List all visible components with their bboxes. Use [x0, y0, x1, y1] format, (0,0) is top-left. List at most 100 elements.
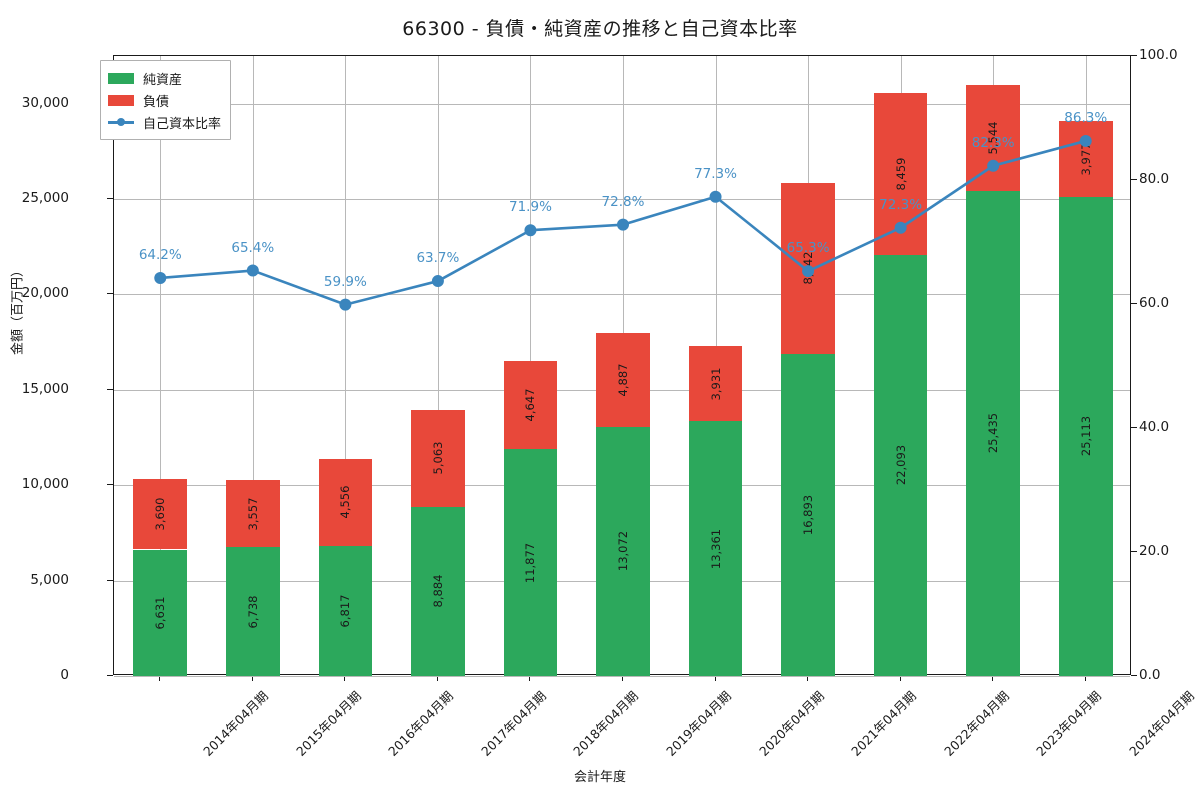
- bar-segment-equity[interactable]: [873, 254, 928, 676]
- gridline-vertical: [437, 56, 439, 674]
- y-axis-left-tick-mark: [107, 579, 113, 581]
- y-axis-left-tick: 15,000: [21, 380, 69, 397]
- bar-segment-liability[interactable]: [1058, 121, 1113, 197]
- bar-segment-equity[interactable]: [411, 506, 465, 676]
- ratio-value-label: 72.3%: [879, 196, 923, 213]
- y-axis-right-tick: 0.0: [1139, 667, 1161, 683]
- bar-segment-equity[interactable]: [688, 421, 743, 676]
- bar-segment-liability[interactable]: [411, 409, 465, 507]
- chart-legend: 純資産 負債 自己資本比率: [100, 60, 232, 140]
- x-axis-tick-mark: [992, 675, 994, 681]
- ratio-data-point[interactable]: [339, 298, 352, 311]
- bar-segment-liability[interactable]: [225, 479, 280, 548]
- x-axis-tick-mark: [159, 675, 161, 681]
- ratio-data-point[interactable]: [617, 218, 629, 231]
- x-axis-tick-label: 2022年04月期: [940, 688, 1012, 759]
- plot-area: 6,631 3,690 6,738 3,557 6,817 4,556 8,884 5,063…: [113, 55, 1131, 677]
- x-axis-tick-mark: [1084, 675, 1086, 681]
- y-axis-left-tick: 30,000: [21, 94, 69, 111]
- ratio-data-point[interactable]: [709, 190, 722, 203]
- ratio-data-point[interactable]: [154, 271, 167, 284]
- y-axis-right-tick-mark: [1131, 551, 1137, 552]
- x-axis-tick-label: 2024年04月期: [1125, 688, 1197, 759]
- x-axis-tick-label: 2020年04月期: [755, 688, 827, 759]
- ratio-value-label: 63.7%: [416, 250, 460, 267]
- bar-segment-liability[interactable]: [596, 333, 650, 427]
- y-axis-right-tick-mark: [1131, 303, 1137, 304]
- ratio-value-label: 72.8%: [601, 193, 645, 210]
- y-axis-right-tick-mark: [1131, 179, 1137, 180]
- x-axis-tick-mark: [714, 675, 716, 681]
- legend-item-equity: 純資産: [108, 67, 221, 89]
- y-axis-right-tick: 80.0: [1139, 171, 1170, 187]
- ratio-data-point[interactable]: [802, 265, 815, 278]
- legend-swatch-equity: [108, 72, 134, 84]
- gridline-horizontal: [114, 676, 1130, 677]
- ratio-data-point[interactable]: [431, 275, 444, 288]
- gridline-vertical: [160, 56, 162, 674]
- ratio-value-label: 59.9%: [323, 273, 367, 290]
- x-axis-tick-mark: [622, 675, 623, 681]
- bar-segment-equity[interactable]: [781, 353, 835, 676]
- y-axis-right-tick-mark: [1131, 427, 1137, 428]
- bar-segment-liability[interactable]: [133, 479, 188, 550]
- x-axis-tick-label: 2021年04月期: [848, 688, 920, 759]
- y-axis-right-tick: 100.0: [1139, 47, 1178, 63]
- gridline-horizontal: [114, 103, 1130, 105]
- legend-label-equity-ratio: 自己資本比率: [143, 116, 222, 132]
- x-axis-tick-mark: [807, 675, 809, 681]
- y-axis-left-label: 金額（百万円）: [10, 264, 26, 356]
- chart-title: 66300 - 負債・純資産の推移と自己資本比率: [402, 18, 798, 40]
- legend-item-equity-ratio: 自己資本比率: [108, 111, 221, 133]
- ratio-value-label: 82.3%: [971, 134, 1015, 151]
- x-axis-tick-label: 2018年04月期: [570, 688, 642, 759]
- bar-segment-equity[interactable]: [318, 545, 373, 676]
- x-axis-tick-label: 2014年04月期: [200, 688, 272, 759]
- y-axis-left-tick: 10,000: [21, 476, 69, 493]
- x-axis-label: 会計年度: [573, 770, 626, 785]
- y-axis-left-tick-mark: [107, 198, 113, 200]
- gridline-horizontal: [114, 199, 1130, 201]
- gridline-horizontal: [114, 294, 1130, 296]
- legend-item-liability: 負債: [108, 89, 221, 111]
- bar-segment-equity[interactable]: [966, 190, 1020, 676]
- ratio-value-label: 71.9%: [509, 199, 552, 216]
- y-axis-right-tick: 60.0: [1139, 295, 1170, 311]
- x-axis-tick-mark: [436, 675, 438, 681]
- y-axis-right-tick-mark: [1131, 55, 1137, 56]
- legend-swatch-liability: [108, 94, 134, 106]
- ratio-value-label: 86.3%: [1064, 109, 1108, 126]
- ratio-line-series: [154, 134, 1092, 311]
- x-axis-tick-label: 2019年04月期: [663, 688, 734, 759]
- x-axis-tick-mark: [529, 675, 531, 681]
- bar-segment-equity[interactable]: [1058, 196, 1113, 676]
- x-axis-tick-mark: [251, 675, 253, 681]
- y-axis-left-tick-mark: [107, 484, 113, 486]
- y-axis-left-tick: 0: [60, 667, 69, 683]
- bar-segment-equity[interactable]: [133, 549, 188, 676]
- bar-segment-liability[interactable]: [318, 459, 373, 546]
- bar-segment-liability[interactable]: [966, 85, 1020, 191]
- ratio-data-point[interactable]: [524, 224, 537, 237]
- y-axis-right-tick: 40.0: [1139, 419, 1170, 435]
- ratio-data-point[interactable]: [894, 221, 907, 234]
- x-axis-tick-label: 2015年04月期: [292, 688, 364, 759]
- y-axis-left-tick: 20,000: [21, 285, 69, 302]
- bar-segment-liability[interactable]: [503, 360, 558, 450]
- legend-label-equity: 純資産: [143, 72, 183, 88]
- y-axis-left-tick: 5,000: [30, 571, 69, 588]
- ratio-data-point[interactable]: [246, 264, 259, 277]
- gridline-vertical: [252, 56, 254, 674]
- x-axis-tick-label: 2023年04月期: [1033, 688, 1105, 759]
- ratio-data-point[interactable]: [1079, 134, 1092, 147]
- y-axis-left-tick-mark: [107, 388, 113, 390]
- ratio-data-point[interactable]: [987, 159, 1000, 172]
- bar-segment-equity[interactable]: [503, 449, 558, 676]
- bar-segment-equity[interactable]: [225, 547, 280, 676]
- legend-label-liability: 負債: [143, 94, 170, 110]
- bar-segment-liability[interactable]: [688, 346, 743, 422]
- legend-line-equity-ratio: [108, 117, 134, 128]
- bar-segment-equity[interactable]: [596, 426, 650, 676]
- ratio-value-label: 65.4%: [231, 239, 275, 256]
